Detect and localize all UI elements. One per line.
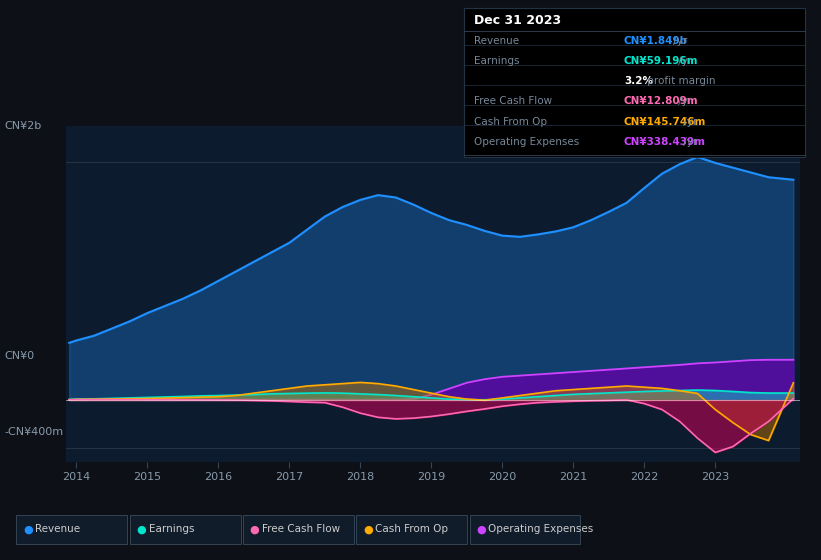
Text: Operating Expenses: Operating Expenses bbox=[488, 524, 594, 534]
Text: Revenue: Revenue bbox=[474, 36, 519, 46]
Text: CN¥338.439m: CN¥338.439m bbox=[624, 137, 706, 147]
Text: ●: ● bbox=[23, 524, 33, 534]
Text: ●: ● bbox=[250, 524, 259, 534]
Text: /yr: /yr bbox=[675, 96, 692, 106]
Text: Revenue: Revenue bbox=[35, 524, 80, 534]
Text: CN¥1.849b: CN¥1.849b bbox=[624, 36, 688, 46]
Text: profit margin: profit margin bbox=[644, 76, 716, 86]
Text: /yr: /yr bbox=[680, 137, 697, 147]
Text: ●: ● bbox=[136, 524, 146, 534]
Text: -CN¥400m: -CN¥400m bbox=[4, 427, 63, 437]
Text: Dec 31 2023: Dec 31 2023 bbox=[474, 14, 561, 27]
Text: CN¥59.196m: CN¥59.196m bbox=[624, 56, 699, 66]
Text: /yr: /yr bbox=[670, 36, 687, 46]
Text: 3.2%: 3.2% bbox=[624, 76, 653, 86]
Text: CN¥0: CN¥0 bbox=[4, 351, 34, 361]
Text: Free Cash Flow: Free Cash Flow bbox=[262, 524, 340, 534]
Text: CN¥145.746m: CN¥145.746m bbox=[624, 116, 706, 127]
Text: CN¥12.809m: CN¥12.809m bbox=[624, 96, 699, 106]
Text: CN¥2b: CN¥2b bbox=[4, 121, 41, 131]
Text: Cash From Op: Cash From Op bbox=[474, 116, 547, 127]
Text: Earnings: Earnings bbox=[149, 524, 194, 534]
Text: /yr: /yr bbox=[680, 116, 697, 127]
Text: Cash From Op: Cash From Op bbox=[375, 524, 448, 534]
Text: ●: ● bbox=[476, 524, 486, 534]
Text: Earnings: Earnings bbox=[474, 56, 519, 66]
Text: Free Cash Flow: Free Cash Flow bbox=[474, 96, 552, 106]
Text: ●: ● bbox=[363, 524, 373, 534]
Text: /yr: /yr bbox=[675, 56, 692, 66]
Text: Operating Expenses: Operating Expenses bbox=[474, 137, 579, 147]
